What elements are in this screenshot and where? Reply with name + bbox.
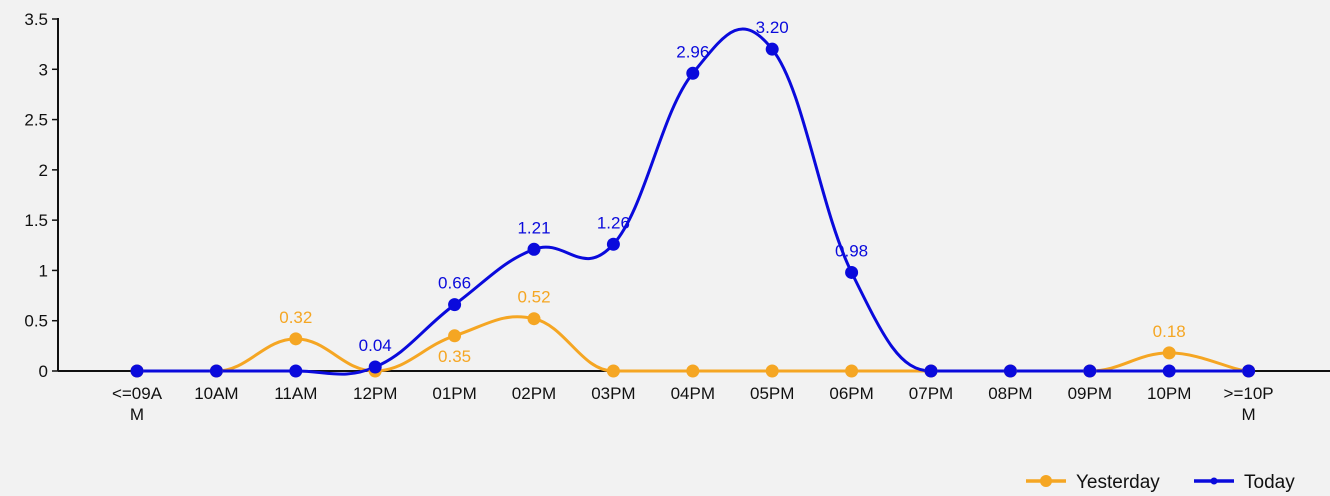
today-point xyxy=(209,364,223,378)
y-tick-label: 1.5 xyxy=(24,211,48,230)
series-points xyxy=(130,42,1256,378)
today-point xyxy=(1162,364,1176,378)
today-point xyxy=(368,360,382,374)
x-tick-label: 04PM xyxy=(671,384,715,403)
yesterday-point xyxy=(527,312,541,326)
x-tick-label: >=10P M xyxy=(1224,384,1274,424)
yesterday-point xyxy=(606,364,620,378)
legend-marker-today xyxy=(1210,477,1218,485)
today-point xyxy=(924,364,938,378)
axes: 0 0.5 1 1.5 2 2.5 3 3.5 <=09A M 10AM 11AM 12PM 01PM 02… xyxy=(24,10,1330,424)
yesterday-data-label: 0.35 xyxy=(438,347,471,366)
yesterday-point xyxy=(1162,346,1176,360)
yesterday-data-label: 0.32 xyxy=(279,308,312,327)
x-tick-label: 11AM xyxy=(274,384,317,403)
today-data-label: 1.26 xyxy=(597,213,630,232)
x-tick-label: 07PM xyxy=(909,384,953,403)
yesterday-point xyxy=(686,364,700,378)
today-point xyxy=(1083,364,1097,378)
legend-label-yesterday: Yesterday xyxy=(1076,472,1160,493)
x-tick-label: 03PM xyxy=(591,384,635,403)
y-tick-label: 2.5 xyxy=(24,111,48,130)
y-tick-label: 2 xyxy=(39,161,48,180)
x-tick-label: 05PM xyxy=(750,384,794,403)
x-tick-label: 02PM xyxy=(512,384,556,403)
today-point xyxy=(686,66,700,80)
today-data-label: 2.96 xyxy=(676,42,709,61)
x-tick-label: 10AM xyxy=(194,384,238,403)
y-tick-label: 0 xyxy=(39,362,48,381)
today-data-label: 0.04 xyxy=(359,336,392,355)
x-tick-label: <=09A M xyxy=(112,384,163,424)
legend-item-today: Today xyxy=(1194,472,1295,493)
y-tick-label: 3 xyxy=(39,60,48,79)
x-tick-label: 06PM xyxy=(829,384,873,403)
legend-marker-yesterday xyxy=(1040,475,1052,487)
today-data-label: 0.98 xyxy=(835,241,868,260)
x-tick-label: 10PM xyxy=(1147,384,1191,403)
yesterday-point xyxy=(765,364,779,378)
data-labels: 0.32 0.35 0.52 0.18 0.04 0.66 1.21 1.26 2.96 3.20… xyxy=(279,18,1185,366)
x-tick-label: 08PM xyxy=(988,384,1032,403)
today-point xyxy=(1242,364,1256,378)
today-point xyxy=(845,265,859,279)
x-tick-label: 09PM xyxy=(1068,384,1112,403)
today-point xyxy=(289,364,303,378)
x-tick-label: 01PM xyxy=(432,384,476,403)
yesterday-data-label: 0.52 xyxy=(517,288,550,307)
legend: Yesterday Today xyxy=(1026,472,1295,493)
yesterday-point xyxy=(448,329,462,343)
yesterday-point xyxy=(845,364,859,378)
legend-label-today: Today xyxy=(1244,472,1295,493)
yesterday-point xyxy=(289,332,303,346)
today-point xyxy=(765,42,779,56)
today-point xyxy=(448,298,462,312)
today-point xyxy=(130,364,144,378)
today-data-label: 3.20 xyxy=(756,18,789,37)
today-point xyxy=(1003,364,1017,378)
yesterday-data-label: 0.18 xyxy=(1153,322,1186,341)
y-tick-label: 0.5 xyxy=(24,312,48,331)
today-point xyxy=(606,237,620,251)
y-tick-label: 3.5 xyxy=(24,10,48,29)
today-data-label: 0.66 xyxy=(438,274,471,293)
today-point xyxy=(527,242,541,256)
x-tick-label: 12PM xyxy=(353,384,397,403)
legend-item-yesterday: Yesterday xyxy=(1026,472,1160,493)
today-data-label: 1.21 xyxy=(517,218,550,237)
y-tick-label: 1 xyxy=(39,261,48,280)
